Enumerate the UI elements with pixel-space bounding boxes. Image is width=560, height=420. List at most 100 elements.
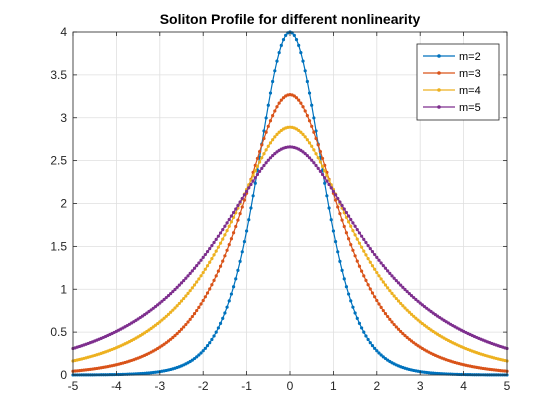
data-point [381,280,385,284]
x-tick-label: 4 [460,379,467,393]
data-point [353,254,357,258]
data-point [294,96,299,100]
data-point [362,330,366,334]
data-point [333,240,338,244]
data-point [316,143,320,147]
data-point [422,305,427,309]
x-tick-label: 1 [330,379,337,393]
data-point [297,43,301,47]
data-point [310,158,314,162]
data-point [383,266,388,270]
data-point [316,166,320,170]
data-point [271,79,275,84]
data-point [301,132,305,136]
x-tick-label: -1 [241,379,252,393]
data-point [407,337,411,341]
data-point [366,337,370,342]
series-layer [71,30,509,377]
data-point [310,103,314,107]
data-point [277,130,281,134]
data-point [149,308,153,312]
data-point [255,164,260,168]
data-point [240,196,244,201]
data-point [325,179,329,183]
data-point [218,264,223,268]
data-point [301,59,305,63]
data-point [310,124,314,128]
data-point [314,136,318,141]
data-point [260,166,264,170]
data-point [245,229,249,233]
legend-label: m=2 [459,51,481,63]
data-point [392,276,396,280]
data-point [195,308,199,313]
data-point [151,306,155,310]
data-point [346,292,351,296]
data-point [249,182,253,187]
data-point [420,321,424,326]
data-point [375,255,379,259]
data-point [416,299,420,303]
data-point [383,312,388,316]
data-point [234,277,238,281]
data-point [236,218,240,222]
y-tick-label: 0.5 [50,325,67,339]
data-point [344,231,349,235]
x-tick-label: 2 [373,379,380,393]
data-point [231,285,236,289]
data-point [262,136,266,141]
data-point [383,283,388,287]
data-point [403,306,407,310]
data-point [392,322,396,327]
data-point [425,306,429,310]
data-point [399,283,403,287]
data-point [264,116,268,120]
data-point [386,269,390,273]
data-point [186,274,190,278]
data-point [205,250,210,254]
data-point [301,105,305,109]
data-point [351,221,355,225]
data-point [388,271,392,275]
data-point [368,260,372,264]
data-point [403,287,407,292]
data-point [201,255,205,259]
data-point [186,320,190,324]
data-point [364,253,368,257]
data-point [422,323,427,327]
y-tick-label: 2.5 [50,154,67,168]
data-point [199,274,203,278]
y-axis-ticks: 0 0.5 1 1.5 2 2.5 3 3.5 4 [50,25,507,382]
data-point [305,114,309,118]
data-point [262,152,266,156]
data-point [390,320,394,324]
data-point [182,296,186,301]
data-point [362,274,366,278]
data-point [173,333,177,338]
data-point [227,217,231,222]
data-point [251,173,255,178]
data-point [346,220,351,224]
data-point [370,291,375,295]
data-point [175,285,179,289]
data-point [301,150,305,154]
y-tick-label: 3.5 [50,68,67,82]
data-point [368,341,372,345]
data-point [331,229,335,233]
data-point [357,321,362,325]
data-point [268,156,273,160]
data-point [266,103,270,107]
data-point [227,243,231,247]
data-point [225,221,229,225]
data-point [177,301,181,306]
data-point [412,295,416,300]
data-point [407,292,411,296]
data-point [281,38,286,42]
data-point [355,316,359,321]
data-point [203,252,207,257]
data-point [375,298,379,303]
data-point [409,339,414,343]
data-point [320,172,325,177]
data-point [329,186,333,190]
data-point [310,144,314,148]
